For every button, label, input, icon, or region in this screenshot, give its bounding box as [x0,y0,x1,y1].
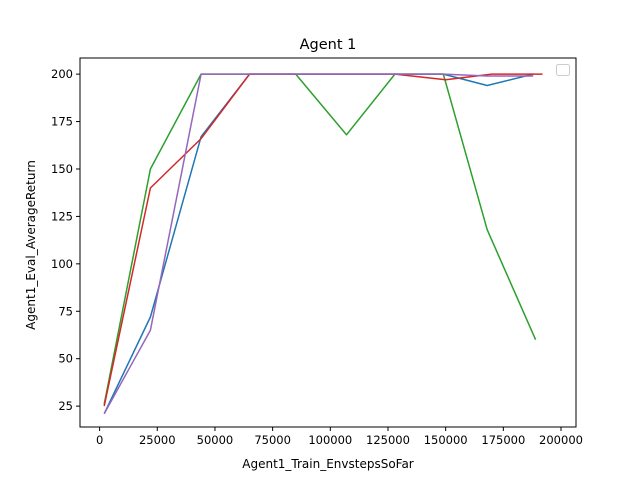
y-axis-label: Agent1_Eval_AverageReturn [24,160,38,330]
y-tick-label: 175 [51,115,73,129]
x-axis: 0 25000 50000 75000 100000 125000 150000 175000… [96,427,583,447]
x-tick-label: 150000 [424,433,468,447]
plot-series [103,73,543,415]
y-tick-label: 125 [51,209,73,223]
y-tick-label: 75 [58,304,73,318]
y-tick-label: 25 [58,399,73,413]
x-tick-label: 0 [96,433,103,447]
x-axis-label: Agent1_Train_EnvstepsSoFar [242,457,414,471]
x-tick-label: 200000 [539,433,583,447]
y-axis: 25 50 75 100 125 150 175 200 [51,67,80,413]
y-tick-label: 100 [51,257,73,271]
x-tick-label: 50000 [197,433,234,447]
x-tick-label: 175000 [481,433,525,447]
series-line-2 [103,73,537,405]
x-tick-label: 75000 [254,433,291,447]
plot-frame [79,57,577,428]
y-tick-label: 150 [51,162,73,176]
legend-box [556,64,570,76]
series-line-4 [103,73,534,415]
x-tick-label: 125000 [366,433,410,447]
x-tick-label: 100000 [308,433,352,447]
y-tick-label: 200 [51,67,73,81]
chart-title: Agent 1 [300,37,357,53]
y-tick-label: 50 [58,352,73,366]
x-tick-label: 25000 [139,433,176,447]
